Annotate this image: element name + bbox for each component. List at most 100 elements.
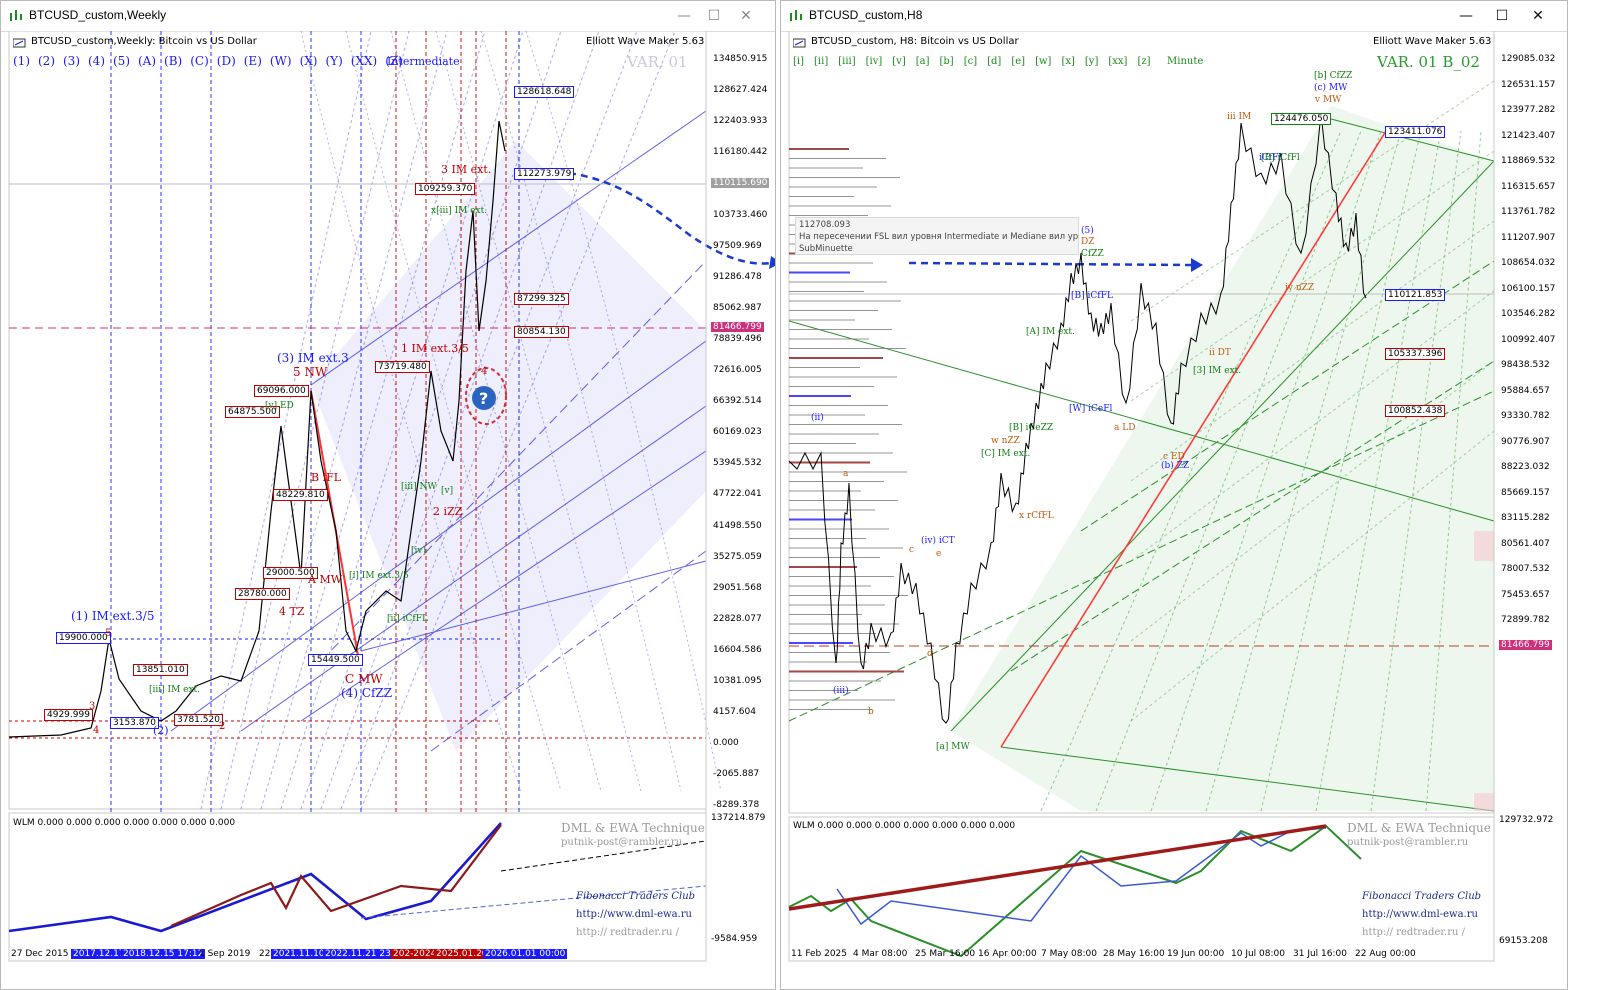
price-box: 105337.396 <box>1385 348 1446 360</box>
time-tick: 19 Jun 00:00 <box>1167 949 1225 959</box>
wave-button-14[interactable]: [z] <box>1137 56 1151 67</box>
wave-label: [3] IM ext. <box>1193 366 1242 376</box>
indicator-label: WLM 0.000 0.000 0.000 0.000 0.000 0.000 … <box>793 821 1016 831</box>
price-label: 109259.370 <box>415 183 476 195</box>
price-tick: 41498.550 <box>713 520 762 531</box>
wave-button-4[interactable]: [v] <box>892 56 906 67</box>
price-tick: 78007.532 <box>1501 564 1550 574</box>
indicator-top: 137214.879 <box>711 813 766 823</box>
wave-button-11[interactable]: [x] <box>1061 56 1075 67</box>
wave-button-1[interactable]: (2) <box>38 54 55 68</box>
credit-text[interactable]: http:// redtrader.ru / <box>1362 927 1465 938</box>
degree-label[interactable]: Intermediate <box>387 55 460 68</box>
wave-button-4[interactable]: (5) <box>113 54 130 68</box>
price-box: 110121.853 <box>1385 289 1446 301</box>
time-tick: 2026.01.01 00:00 <box>483 949 568 959</box>
wave-button-2[interactable]: [iii] <box>838 56 856 67</box>
time-tick: 25 Mar 16:00 <box>915 949 976 959</box>
wave-button-2[interactable]: (3) <box>63 54 80 68</box>
price-label: 29000.500 <box>263 567 318 579</box>
time-tick: 1 Sep 2019 <box>199 949 251 959</box>
credit-text: DML & EWA Technique <box>561 821 705 835</box>
maximize-button[interactable]: ☐ <box>1495 8 1509 24</box>
wave-button-12[interactable]: (Y) <box>325 54 343 68</box>
wave-label: (c) MW <box>1314 83 1348 93</box>
wave-button-3[interactable]: (4) <box>88 54 105 68</box>
h8-chart-window: BTCUSD_custom,H8 — ☐ ✕ BTCUSD_custo <box>780 0 1568 990</box>
chart-header: BTCUSD_custom,Weekly: Bitcoin vs US Doll… <box>31 36 257 47</box>
wave-button-10[interactable]: [w] <box>1035 56 1052 67</box>
degree-label[interactable]: Minute <box>1167 56 1204 67</box>
wave-button-12[interactable]: [y] <box>1084 56 1099 67</box>
price-tick: 10381.095 <box>713 676 762 686</box>
wave-button-7[interactable]: (C) <box>190 54 209 68</box>
price-box: 80854.130 <box>514 326 569 338</box>
weekly-title-bar[interactable]: BTCUSD_custom,Weekly — ☐ ✕ <box>1 1 775 32</box>
price-tick: 118869.532 <box>1501 156 1556 166</box>
time-tick: 22 Aug 00:00 <box>1355 949 1416 959</box>
wave-button-3[interactable]: [iv] <box>865 56 883 67</box>
close-button[interactable]: ✕ <box>1532 8 1544 24</box>
wave-button-14[interactable]: (Z) <box>385 54 403 68</box>
chart-icon <box>13 38 26 48</box>
wave-label: [C] IM ext. <box>981 449 1031 459</box>
wave-label: 5 <box>105 628 112 639</box>
close-button[interactable]: ✕ <box>740 8 752 24</box>
maximize-button[interactable]: ☐ <box>707 8 721 24</box>
wave-button-9[interactable]: (E) <box>243 54 262 68</box>
wave-button-0[interactable]: (1) <box>13 54 30 68</box>
h8-chart-area[interactable]: BTCUSD_custom, H8: Bitcoin vs US Dollar … <box>781 31 1567 989</box>
price-tick: 103733.460 <box>713 209 768 220</box>
price-tick: 80561.407 <box>1501 538 1550 549</box>
wave-button-5[interactable]: [a] <box>915 56 930 67</box>
credit-text: Fibonacci Traders Club <box>1362 891 1482 902</box>
wave-label: C MW <box>345 672 383 686</box>
wave-button-0[interactable]: [i] <box>793 56 805 67</box>
credit-text[interactable]: http://www.dml-ewa.ru <box>576 909 692 920</box>
minimize-button[interactable]: — <box>1459 8 1473 24</box>
minimize-button[interactable]: — <box>677 8 691 24</box>
wave-label: 1 IM ext.3/5 <box>401 342 469 355</box>
wave-button-6[interactable]: [b] <box>939 56 954 67</box>
credit-text[interactable]: http:// redtrader.ru / <box>576 927 679 938</box>
price-tick: 103546.282 <box>1501 309 1556 319</box>
wave-label: 4 <box>481 366 488 377</box>
wave-button-8[interactable]: (D) <box>216 54 236 68</box>
price-tick: 60169.023 <box>713 427 762 438</box>
wave-button-13[interactable]: [xx] <box>1108 56 1128 67</box>
h8-title-bar[interactable]: BTCUSD_custom,H8 — ☐ ✕ <box>781 1 1567 32</box>
credit-text[interactable]: http://www.dml-ewa.ru <box>1362 909 1478 920</box>
chart-window-icon <box>10 10 22 21</box>
wave-button-7[interactable]: [c] <box>963 56 978 67</box>
h8-window-title: BTCUSD_custom,H8 <box>809 8 923 22</box>
wave-button-13[interactable]: (XX) <box>350 54 378 68</box>
indicator-top: 129732.972 <box>1499 815 1554 825</box>
tooltip-price: 112708.093 <box>799 220 851 230</box>
price-tick: 66392.514 <box>713 396 762 407</box>
wave-button-5[interactable]: (A) <box>138 54 157 68</box>
price-tick: 106100.157 <box>1501 283 1556 294</box>
wave-label: 2 iZZ <box>433 505 463 518</box>
price-label: 13851.010 <box>133 664 188 676</box>
wave-label: x[iii] IM ext. <box>431 206 488 216</box>
time-tick: 16 Apr 00:00 <box>978 949 1037 959</box>
wave-label: [v] ED <box>265 401 294 411</box>
chart-header: BTCUSD_custom, H8: Bitcoin vs US Dollar <box>811 36 1019 47</box>
wave-label: [B] iCfFl <box>1261 153 1300 163</box>
wave-button-9[interactable]: [e] <box>1011 56 1026 67</box>
wave-button-10[interactable]: (W) <box>269 54 292 68</box>
price-tick: 98438.532 <box>1501 360 1550 370</box>
wave-label: 3 <box>89 701 96 712</box>
wave-button-1[interactable]: [ii] <box>814 56 829 67</box>
wave-button-11[interactable]: (X) <box>299 54 318 68</box>
help-question-icon[interactable] <box>472 386 496 410</box>
wave-label: [W] iCeFl <box>1069 404 1113 414</box>
wave-button-8[interactable]: [d] <box>987 56 1002 67</box>
weekly-chart-area[interactable]: ? BTCUSD_custom,Weekly: Bitcoin vs US Do… <box>1 31 775 989</box>
wave-button-6[interactable]: (B) <box>164 54 183 68</box>
wave-label: iii IM <box>1227 112 1252 122</box>
price-label: 4929.999 <box>44 709 93 721</box>
credit-text: putnik-post@rambler.ru <box>1347 837 1469 848</box>
price-tick: 97509.969 <box>713 240 762 251</box>
price-tick: 111207.907 <box>1501 232 1556 243</box>
